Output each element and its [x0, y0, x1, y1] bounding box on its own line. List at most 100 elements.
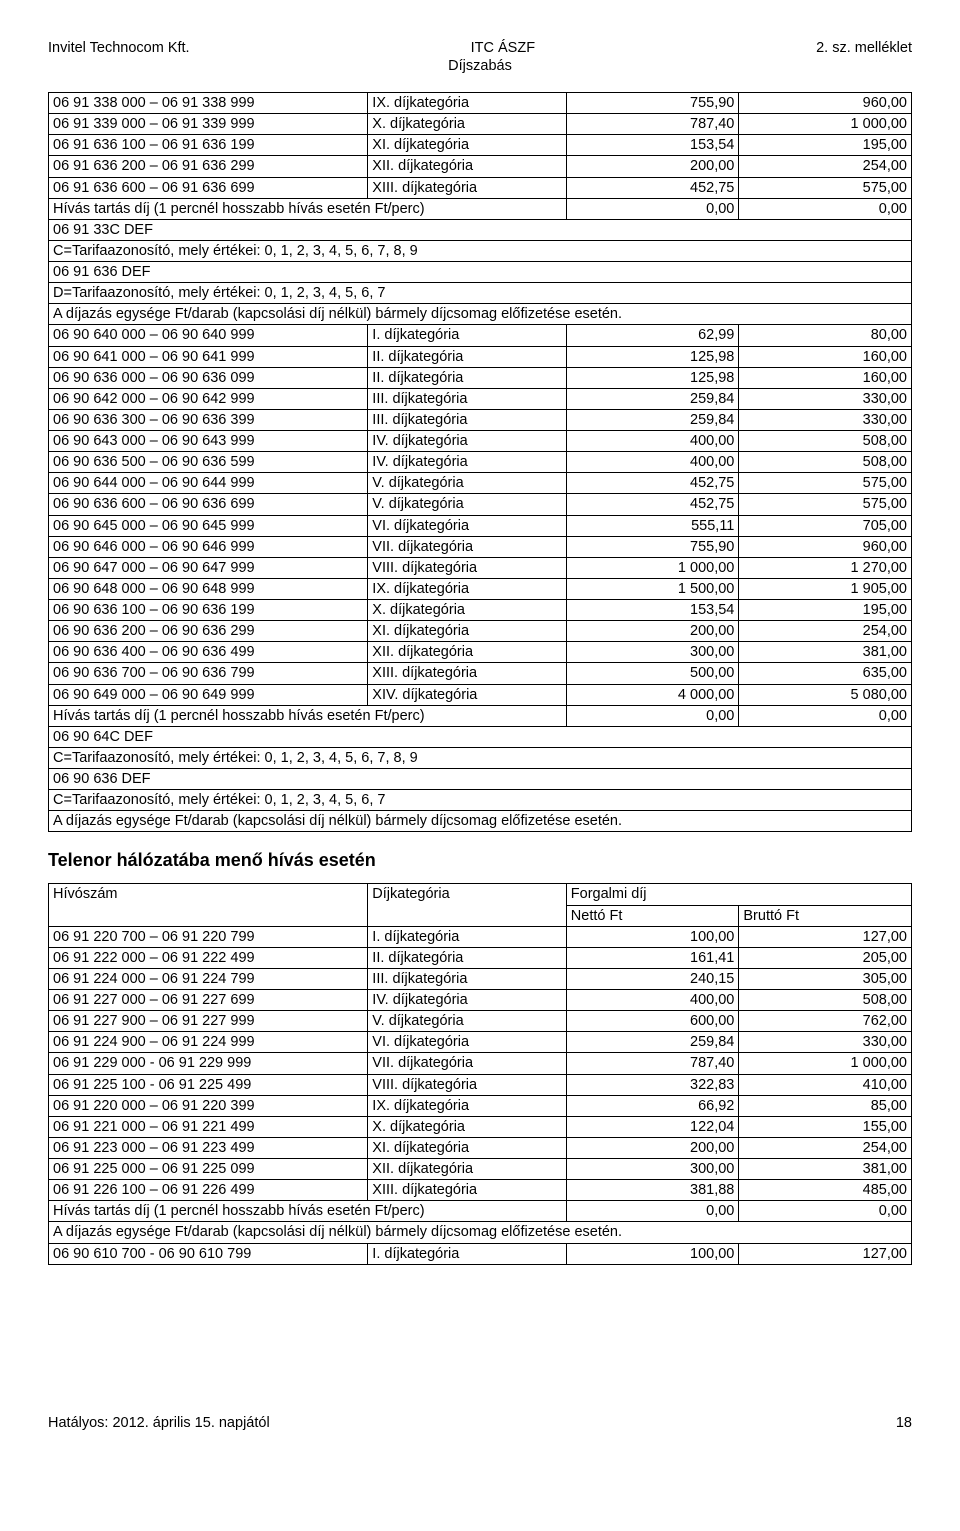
col-header-number: Hívószám	[49, 884, 368, 926]
net-price: 400,00	[566, 431, 739, 452]
net-price: 500,00	[566, 663, 739, 684]
gross-price: 160,00	[739, 346, 912, 367]
number-range: 06 90 649 000 – 06 90 649 999	[49, 684, 368, 705]
table-row: 06 91 225 100 - 06 91 225 499VIII. díjka…	[49, 1074, 912, 1095]
number-range: 06 91 229 000 - 06 91 229 999	[49, 1053, 368, 1074]
number-range: 06 90 642 000 – 06 90 642 999	[49, 388, 368, 409]
gross-price: 305,00	[739, 968, 912, 989]
net-price: 452,75	[566, 473, 739, 494]
table-row: 06 91 221 000 – 06 91 221 499X. díjkateg…	[49, 1116, 912, 1137]
net-price: 259,84	[566, 388, 739, 409]
number-range: 06 91 226 100 – 06 91 226 499	[49, 1180, 368, 1201]
note-text: C=Tarifaazonosító, mely értékei: 0, 1, 2…	[49, 747, 912, 768]
number-range: 06 91 227 900 – 06 91 227 999	[49, 1011, 368, 1032]
net-price: 153,54	[566, 600, 739, 621]
hold-fee-row: Hívás tartás díj (1 percnél hosszabb hív…	[49, 1201, 912, 1222]
table-row: 06 91 220 700 – 06 91 220 799I. díjkateg…	[49, 926, 912, 947]
gross-price: 160,00	[739, 367, 912, 388]
table-row: 06 90 647 000 – 06 90 647 999VIII. díjka…	[49, 557, 912, 578]
note-row: C=Tarifaazonosító, mely értékei: 0, 1, 2…	[49, 790, 912, 811]
net-price: 100,00	[566, 1243, 739, 1264]
table-row: 06 91 226 100 – 06 91 226 499XIII. díjka…	[49, 1180, 912, 1201]
gross-price: 575,00	[739, 177, 912, 198]
gross-price: 80,00	[739, 325, 912, 346]
hold-fee-row: Hívás tartás díj (1 percnél hosszabb hív…	[49, 705, 912, 726]
note-text: A díjazás egysége Ft/darab (kapcsolási d…	[49, 1222, 912, 1243]
note-row: 06 90 636 DEF	[49, 769, 912, 790]
number-range: 06 91 220 700 – 06 91 220 799	[49, 926, 368, 947]
number-range: 06 91 224 900 – 06 91 224 999	[49, 1032, 368, 1053]
number-range: 06 91 227 000 – 06 91 227 699	[49, 990, 368, 1011]
table-row: 06 90 610 700 - 06 90 610 799I. díjkateg…	[49, 1243, 912, 1264]
table-row: 06 90 643 000 – 06 90 643 999IV. díjkate…	[49, 431, 912, 452]
net-price: 240,15	[566, 968, 739, 989]
net-price: 787,40	[566, 114, 739, 135]
note-text: C=Tarifaazonosító, mely értékei: 0, 1, 2…	[49, 240, 912, 261]
gross-price: 705,00	[739, 515, 912, 536]
number-range: 06 90 636 500 – 06 90 636 599	[49, 452, 368, 473]
gross-price: 254,00	[739, 156, 912, 177]
gross-price: 1 000,00	[739, 114, 912, 135]
table-row: 06 91 229 000 - 06 91 229 999VII. díjkat…	[49, 1053, 912, 1074]
note-text: C=Tarifaazonosító, mely értékei: 0, 1, 2…	[49, 790, 912, 811]
net-price: 1 000,00	[566, 557, 739, 578]
table-row: 06 90 636 500 – 06 90 636 599IV. díjkate…	[49, 452, 912, 473]
note-row: A díjazás egysége Ft/darab (kapcsolási d…	[49, 1222, 912, 1243]
category: VII. díjkategória	[368, 536, 566, 557]
number-range: 06 91 222 000 – 06 91 222 499	[49, 947, 368, 968]
category: XIII. díjkategória	[368, 663, 566, 684]
category: VI. díjkategória	[368, 1032, 566, 1053]
gross-price: 155,00	[739, 1116, 912, 1137]
number-range: 06 91 223 000 – 06 91 223 499	[49, 1137, 368, 1158]
gross-price: 508,00	[739, 452, 912, 473]
number-range: 06 90 636 700 – 06 90 636 799	[49, 663, 368, 684]
category: X. díjkategória	[368, 1116, 566, 1137]
gross-price: 195,00	[739, 135, 912, 156]
category: VIII. díjkategória	[368, 1074, 566, 1095]
table-row: 06 91 220 000 – 06 91 220 399IX. díjkate…	[49, 1095, 912, 1116]
net-price: 0,00	[566, 198, 739, 219]
page-footer: Hatályos: 2012. április 15. napjától 18	[48, 1415, 912, 1431]
net-price: 125,98	[566, 367, 739, 388]
category: II. díjkategória	[368, 346, 566, 367]
net-price: 125,98	[566, 346, 739, 367]
category: VIII. díjkategória	[368, 557, 566, 578]
table-row: 06 91 227 000 – 06 91 227 699IV. díjkate…	[49, 990, 912, 1011]
category: II. díjkategória	[368, 367, 566, 388]
table-row: 06 91 223 000 – 06 91 223 499XI. díjkate…	[49, 1137, 912, 1158]
number-range: 06 90 610 700 - 06 90 610 799	[49, 1243, 368, 1264]
col-header-forgalmi: Forgalmi díj	[566, 884, 911, 905]
number-range: 06 91 636 200 – 06 91 636 299	[49, 156, 368, 177]
header-center-bottom: Díjszabás	[48, 58, 912, 74]
note-row: 06 91 33C DEF	[49, 219, 912, 240]
net-price: 300,00	[566, 1159, 739, 1180]
table-row: 06 90 642 000 – 06 90 642 999III. díjkat…	[49, 388, 912, 409]
net-price: 100,00	[566, 926, 739, 947]
net-price: 1 500,00	[566, 578, 739, 599]
note-row: D=Tarifaazonosító, mely értékei: 0, 1, 2…	[49, 283, 912, 304]
note-text: 06 90 636 DEF	[49, 769, 912, 790]
category: XII. díjkategória	[368, 156, 566, 177]
header-center-top: ITC ÁSZF	[471, 40, 535, 56]
hold-fee-row: Hívás tartás díj (1 percnél hosszabb hív…	[49, 198, 912, 219]
net-price: 400,00	[566, 452, 739, 473]
category: V. díjkategória	[368, 473, 566, 494]
table-row: 06 91 339 000 – 06 91 339 999X. díjkateg…	[49, 114, 912, 135]
number-range: 06 91 636 600 – 06 91 636 699	[49, 177, 368, 198]
number-range: 06 90 643 000 – 06 90 643 999	[49, 431, 368, 452]
category: VII. díjkategória	[368, 1053, 566, 1074]
number-range: 06 90 646 000 – 06 90 646 999	[49, 536, 368, 557]
category: XI. díjkategória	[368, 135, 566, 156]
number-range: 06 90 645 000 – 06 90 645 999	[49, 515, 368, 536]
category: V. díjkategória	[368, 494, 566, 515]
net-price: 161,41	[566, 947, 739, 968]
pricing-table-2: HívószámDíjkategóriaForgalmi díjNettó Ft…	[48, 883, 912, 1264]
table-row: 06 90 645 000 – 06 90 645 999VI. díjkate…	[49, 515, 912, 536]
gross-price: 960,00	[739, 536, 912, 557]
net-price: 259,84	[566, 409, 739, 430]
number-range: 06 90 641 000 – 06 90 641 999	[49, 346, 368, 367]
table-row: 06 91 224 900 – 06 91 224 999VI. díjkate…	[49, 1032, 912, 1053]
gross-price: 575,00	[739, 494, 912, 515]
table-row: 06 90 636 600 – 06 90 636 699V. díjkateg…	[49, 494, 912, 515]
net-price: 66,92	[566, 1095, 739, 1116]
